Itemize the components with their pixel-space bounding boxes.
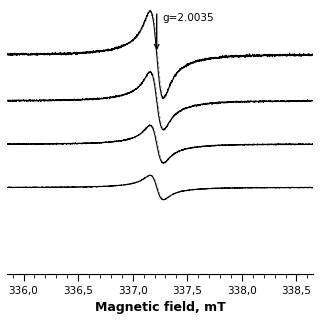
X-axis label: Magnetic field, mT: Magnetic field, mT [95,301,225,315]
Text: g=2.0035: g=2.0035 [162,13,214,23]
